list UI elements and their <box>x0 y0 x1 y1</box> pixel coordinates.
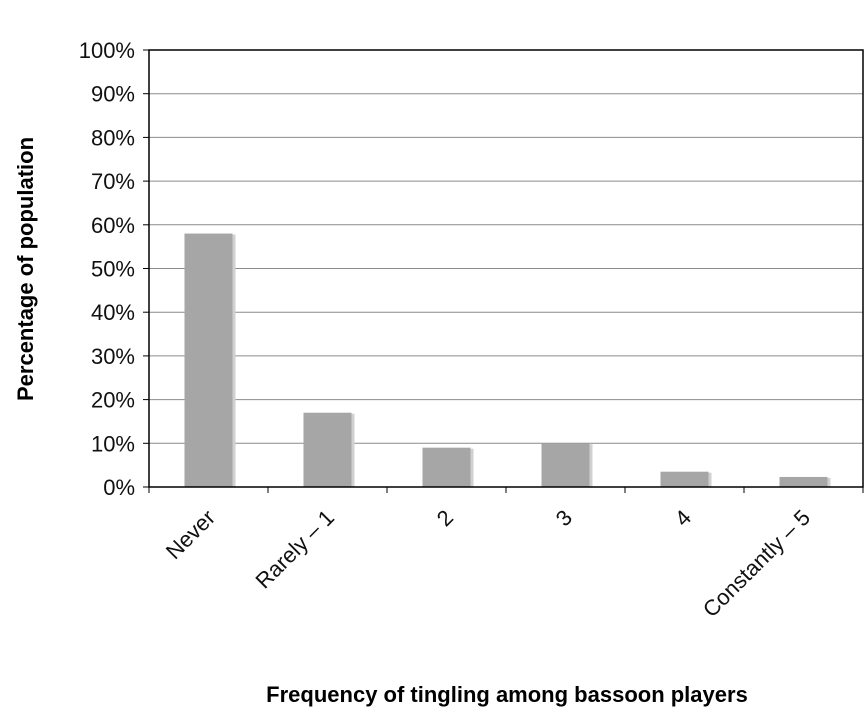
x-tick-label: Rarely – 1 <box>250 505 339 594</box>
x-tick-label: Constantly – 5 <box>698 505 815 622</box>
y-tick-label: 10% <box>91 431 135 456</box>
bar <box>779 476 828 487</box>
bar <box>303 412 352 487</box>
x-tick-label: 4 <box>670 505 696 531</box>
y-tick-label: 30% <box>91 344 135 369</box>
y-tick-label: 0% <box>103 475 135 500</box>
y-axis-title: Percentage of population <box>13 137 38 401</box>
bar <box>422 447 471 487</box>
y-tick-label: 20% <box>91 388 135 413</box>
x-axis-title: Frequency of tingling among bassoon play… <box>266 682 748 707</box>
y-tick-label: 90% <box>91 82 135 107</box>
x-tick-label: 3 <box>551 505 577 531</box>
x-tick-labels: Never Rarely – 1 2 3 4 Constantly – 5 <box>161 505 815 622</box>
bar <box>660 471 709 487</box>
y-tick-label: 70% <box>91 169 135 194</box>
y-tick-label: 40% <box>91 300 135 325</box>
y-tick-label: 100% <box>79 38 135 63</box>
gridlines <box>143 49 864 493</box>
x-tick-label: 2 <box>432 505 458 531</box>
x-tick-label: Never <box>161 505 220 564</box>
plot-area-frame <box>148 49 864 488</box>
bars <box>184 233 831 487</box>
y-tick-label: 80% <box>91 125 135 150</box>
y-tick-label: 60% <box>91 213 135 238</box>
y-tick-labels: 0% 10% 20% 30% 40% 50% 60% 70% 80% 90% 100% <box>79 38 135 500</box>
bar <box>541 443 590 487</box>
bar <box>184 233 233 487</box>
y-tick-label: 50% <box>91 257 135 282</box>
